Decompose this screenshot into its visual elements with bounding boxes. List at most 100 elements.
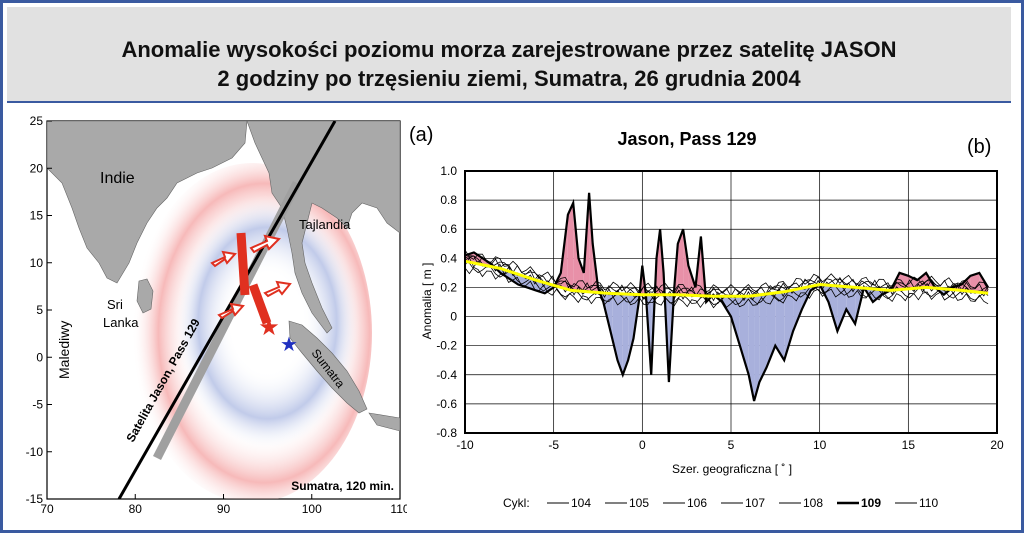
x-tick-label: 5 bbox=[728, 438, 735, 452]
anomaly-bar-north bbox=[236, 232, 250, 296]
tsunami-map: ★ ★ Indie Sri Lanka Malediwy Tajlandia S… bbox=[26, 114, 407, 516]
epicenter-star-red: ★ bbox=[258, 314, 280, 341]
negative-anomaly-fill bbox=[819, 284, 829, 302]
x-axis-label: Szer. geograficzna [ ˚ ] bbox=[672, 462, 792, 476]
negative-anomaly-fill bbox=[837, 285, 847, 332]
negative-anomaly-fill bbox=[775, 291, 785, 361]
negative-anomaly-fill bbox=[599, 292, 604, 302]
panel-label-b: (b) bbox=[967, 136, 991, 158]
y-tick-label: 0 bbox=[450, 310, 457, 324]
x-tick-label: 0 bbox=[639, 438, 646, 452]
cycle-lines bbox=[464, 192, 990, 402]
label-lanka: Lanka bbox=[103, 315, 139, 330]
label-tajlandia: Tajlandia bbox=[299, 217, 351, 232]
positive-anomaly-fill bbox=[567, 203, 574, 291]
legend-entry: 110 bbox=[919, 496, 938, 510]
label-sri: Sri bbox=[107, 297, 123, 312]
mean-surface-line bbox=[464, 259, 989, 298]
title-header: Anomalie wysokości poziomu morza zarejes… bbox=[7, 7, 1011, 103]
cycle-line-thin bbox=[464, 249, 989, 294]
negative-anomaly-fill bbox=[748, 295, 755, 401]
x-tick-label: -5 bbox=[548, 438, 559, 452]
map-caption: Sumatra, 120 min. bbox=[291, 479, 394, 493]
y-tick-label: 0.8 bbox=[440, 193, 457, 207]
negative-anomaly-fill bbox=[731, 296, 740, 346]
title-line-1: Anomalie wysokości poziomu morza zarejes… bbox=[121, 37, 897, 62]
positive-anomaly-fill bbox=[890, 272, 900, 291]
negative-anomaly-fill bbox=[622, 293, 629, 375]
x-tick-label: 10 bbox=[813, 438, 827, 452]
label-indie: Indie bbox=[100, 170, 135, 187]
map-y-tick-label: 0 bbox=[36, 350, 43, 364]
map-y-tick-label: 25 bbox=[30, 114, 44, 128]
map-y-tick-label: -15 bbox=[26, 492, 44, 506]
map-y-tick-label: 20 bbox=[30, 161, 44, 175]
y-tick-label: -0.6 bbox=[436, 397, 457, 411]
map-x-tick-label: 100 bbox=[302, 502, 322, 516]
land-india bbox=[47, 121, 248, 284]
map-x-tick-label: 110 bbox=[390, 502, 407, 516]
map-x-tick-label: 90 bbox=[217, 502, 231, 516]
negative-anomaly-fill bbox=[668, 294, 674, 383]
legend-entry: 104 bbox=[571, 496, 591, 510]
chart-title: Jason, Pass 129 bbox=[617, 129, 756, 149]
cycle-109-line bbox=[464, 192, 990, 402]
legend-entry: 109 bbox=[861, 496, 881, 510]
legend-entry: 106 bbox=[687, 496, 707, 510]
x-tick-label: -10 bbox=[456, 438, 474, 452]
satellite-track-line bbox=[117, 121, 337, 499]
y-tick-label: 1.0 bbox=[440, 164, 457, 178]
land-java bbox=[368, 412, 400, 432]
legend-entry: 107 bbox=[745, 496, 765, 510]
y-tick-label: -0.2 bbox=[436, 339, 457, 353]
anomaly-chart: (a) (b) Jason, Pass 129 -10 -5 0 5 10 15 20 1.… bbox=[409, 124, 1004, 510]
positive-anomaly-fill bbox=[578, 258, 584, 292]
negative-anomaly-fill bbox=[739, 296, 749, 375]
map-x-axis: 70 80 90 100 110 bbox=[40, 494, 407, 516]
map-x-tick-label: 70 bbox=[40, 502, 54, 516]
y-axis-label: Anomalia [ m ] bbox=[420, 263, 434, 340]
legend: Cykl: 104 105 106 107 108 109 110 bbox=[503, 496, 938, 510]
map-y-tick-label: -10 bbox=[26, 445, 44, 459]
map-y-tick-label: -5 bbox=[32, 398, 43, 412]
x-tick-label: 20 bbox=[990, 438, 1004, 452]
plot-border bbox=[464, 170, 998, 434]
negative-anomaly-fill bbox=[793, 288, 802, 332]
map-y-tick-label: 5 bbox=[36, 303, 43, 317]
chart-x-axis: -10 -5 0 5 10 15 20 bbox=[456, 438, 1004, 452]
map-y-tick-label: 10 bbox=[30, 256, 44, 270]
wave-blue-ring bbox=[152, 178, 362, 468]
negative-anomaly-fill bbox=[617, 293, 623, 375]
positive-anomaly-fill bbox=[677, 229, 684, 295]
land-sri-lanka bbox=[136, 278, 154, 314]
land-sumatra bbox=[288, 320, 368, 414]
negative-anomaly-fill bbox=[784, 289, 794, 361]
title-line-2: 2 godziny po trzęsieniu ziemi, Sumatra, … bbox=[217, 66, 801, 91]
legend-title: Cykl: bbox=[503, 496, 530, 510]
wave-arrows bbox=[210, 234, 292, 320]
y-tick-label: -0.4 bbox=[436, 368, 457, 382]
negative-anomaly-fill bbox=[606, 293, 613, 339]
map-y-axis: 25 20 15 10 5 0 -5 -10 -15 bbox=[26, 114, 52, 506]
cycle-line-thin bbox=[464, 255, 989, 298]
legend-entry: 108 bbox=[803, 496, 823, 510]
y-tick-label: 0.2 bbox=[440, 280, 457, 294]
negative-anomaly-fill bbox=[872, 288, 882, 302]
epicenter-star-blue: ★ bbox=[280, 334, 298, 356]
positive-anomaly-fill bbox=[917, 272, 927, 289]
anomaly-bar-south bbox=[248, 283, 272, 325]
positive-anomaly-fill bbox=[908, 275, 918, 289]
map-y-tick-label: 15 bbox=[30, 209, 44, 223]
x-tick-label: 15 bbox=[902, 438, 916, 452]
map-x-tick-label: 80 bbox=[129, 502, 143, 516]
legend-entry: 105 bbox=[629, 496, 649, 510]
positive-anomaly-fill bbox=[656, 229, 661, 295]
negative-anomaly-fill bbox=[759, 293, 767, 383]
y-tick-label: 0.4 bbox=[440, 251, 457, 265]
y-tick-label: -0.8 bbox=[436, 426, 457, 440]
chart-y-axis: 1.0 0.8 0.6 0.4 0.2 0 -0.2 -0.4 -0.6 -0.8 bbox=[436, 164, 457, 440]
panel-label-a: (a) bbox=[409, 124, 433, 146]
negative-anomaly-fill bbox=[754, 294, 760, 401]
chart-grid bbox=[464, 170, 998, 434]
